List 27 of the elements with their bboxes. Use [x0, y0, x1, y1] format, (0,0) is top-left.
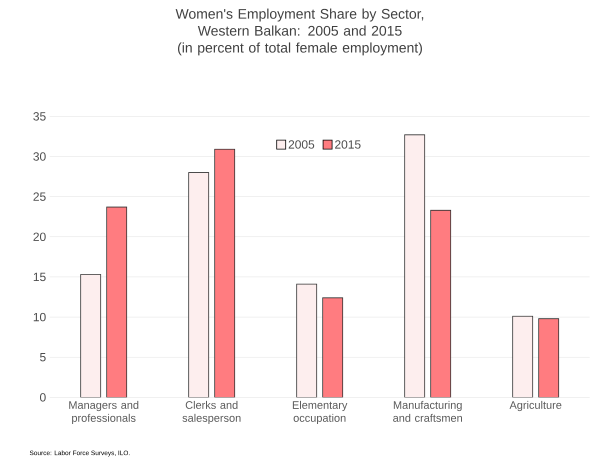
bar [214, 148, 236, 398]
x-tick-label: Managers and professionals [69, 400, 138, 424]
y-tick-label: 35 [33, 112, 46, 121]
y-tick-label: 5 [40, 353, 46, 362]
y-tick-label: 15 [34, 272, 46, 282]
x-tick-label: Clerks and salesperson [182, 400, 240, 424]
chart-title: Women's Employment Share by Sector, Western Balkan: 2005 and 2015 [176, 8, 424, 36]
x-tick-label: Agriculture [510, 400, 562, 412]
bar [538, 318, 560, 398]
bar [188, 172, 210, 398]
bar [106, 206, 128, 398]
legend-label: 2015 [335, 140, 361, 149]
bar [512, 316, 534, 398]
y-tick-label: 10 [34, 312, 46, 322]
y-tick-label: 0 [40, 393, 46, 402]
bar [322, 297, 344, 398]
x-tick-label: Manufacturing and craftsmen [393, 400, 462, 422]
legend-label: 2005 [288, 140, 314, 149]
x-tick-label: Elementary occupation [292, 400, 348, 424]
y-tick-label: 30 [33, 152, 46, 161]
y-tick-label: 20 [33, 232, 46, 242]
y-tick-label: 25 [33, 192, 46, 201]
bar [430, 210, 452, 398]
bar [404, 134, 426, 398]
bar [296, 284, 318, 398]
chart-subtitle: (in percent of total female employment) [178, 42, 422, 56]
bar [80, 274, 102, 398]
